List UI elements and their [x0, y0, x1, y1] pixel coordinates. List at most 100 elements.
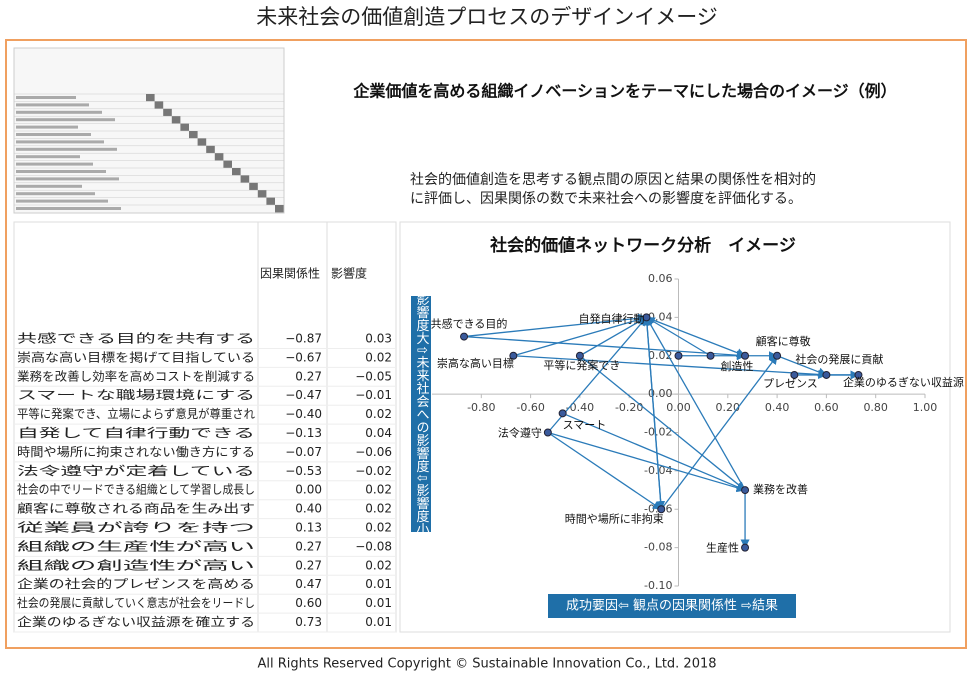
point — [642, 313, 651, 322]
row-name: スマートな職場環境にする — [17, 387, 255, 402]
row-influence: 0.04 — [365, 426, 392, 440]
y-axis-label: 影響度大⇧未来社会への影響度⇩影響度小 — [414, 293, 430, 537]
row-name: 法令遵守が定着している — [17, 463, 255, 478]
thumb-text — [16, 110, 102, 114]
point — [854, 370, 863, 379]
row-causal: 0.60 — [295, 596, 322, 610]
row-name: 組織の創造性が高い — [17, 557, 255, 572]
slide-title: 未来社会の価値創造プロセスのデザインイメージ — [256, 5, 718, 29]
thumb-diag — [180, 123, 189, 131]
network-arrow — [513, 355, 828, 379]
row-causal: −0.13 — [285, 426, 322, 440]
point — [790, 370, 799, 379]
row-influence: −0.08 — [355, 539, 392, 553]
row-influence: 0.02 — [365, 521, 392, 535]
matrix-thumbnail — [13, 47, 285, 214]
network-arrow — [646, 316, 746, 358]
thumb-text — [16, 155, 80, 159]
thumb-diag — [249, 182, 258, 191]
thumb-text — [16, 96, 76, 99]
thumb-text — [16, 199, 108, 203]
y-tick-label: -0.10 — [644, 579, 672, 592]
network-arrow — [645, 316, 711, 357]
network-arrow — [660, 355, 778, 510]
x-tick-label: 0.20 — [716, 401, 741, 414]
x-tick-label: -0.20 — [615, 401, 643, 414]
row-causal: −0.47 — [285, 388, 322, 402]
thumb-text — [16, 162, 93, 166]
point-label: 顧客に尊敬 — [756, 334, 811, 348]
row-name: 平等に発案でき、立場によらず意見が尊重され — [17, 406, 255, 421]
thumb-text — [16, 177, 119, 181]
thumb-text — [16, 170, 106, 173]
point — [674, 351, 683, 360]
point-label: 生産性 — [706, 541, 739, 555]
y-tick-label: 0.00 — [648, 387, 673, 400]
thumb-text — [16, 184, 82, 188]
point — [575, 351, 584, 360]
row-name: 企業のゆるぎない収益源を確立する — [17, 614, 255, 629]
row-causal: 0.47 — [295, 577, 322, 591]
x-tick-label: 0.80 — [863, 401, 888, 414]
network-arrow — [776, 355, 828, 377]
point — [741, 543, 750, 552]
row-name: 社会の中でリードできる組織として学習し成長し — [17, 482, 255, 497]
thumb-diag — [232, 168, 241, 176]
x-tick-label: 0.00 — [666, 401, 691, 414]
point-label: プレゼンス — [763, 377, 818, 390]
row-influence: 0.02 — [365, 502, 392, 516]
row-name: 自発して自律行動できる — [17, 426, 255, 440]
thumb-text — [16, 125, 78, 129]
row-influence: −0.02 — [355, 464, 392, 478]
point-label: 平等に発案でき — [543, 358, 620, 372]
thumb-text — [16, 103, 89, 107]
network-arrow — [579, 316, 648, 357]
point-label: 自発自律行動 — [578, 311, 644, 325]
thumb-diag — [214, 153, 224, 161]
thumb-text — [16, 118, 115, 122]
point — [741, 351, 750, 360]
row-causal: 0.40 — [295, 502, 322, 516]
heading: 企業価値を高める組織イノベーションをテーマにした場合のイメージ（例） — [352, 82, 896, 101]
network-arrow — [579, 355, 746, 491]
network-arrow — [464, 335, 746, 360]
row-name: 組織の生産性が高い — [17, 538, 255, 553]
row-name: 崇高な高い目標を掲げて目指している — [17, 349, 255, 364]
point-label: 法令遵守 — [498, 426, 542, 440]
row-causal: −0.07 — [285, 445, 322, 459]
point-label: 崇高な高い目標 — [437, 356, 514, 370]
network-arrow — [547, 431, 746, 493]
thumb-diag — [206, 145, 215, 154]
y-label-box — [411, 296, 431, 532]
row-causal: 0.27 — [295, 558, 322, 572]
row-causal: −0.53 — [285, 464, 322, 478]
row-causal: −0.67 — [285, 350, 322, 364]
row-influence: −0.01 — [355, 388, 392, 402]
point — [558, 409, 567, 418]
x-tick-label: 0.40 — [765, 401, 790, 414]
point — [543, 428, 552, 437]
row-influence: 0.02 — [365, 558, 392, 572]
x-tick-label: 0.60 — [814, 401, 839, 414]
thumb-diag — [223, 160, 232, 168]
y-tick-label: 0.06 — [648, 272, 673, 285]
x-tick-label: -0.60 — [516, 401, 544, 414]
thumb-diag — [266, 197, 275, 205]
row-causal: 0.27 — [295, 539, 322, 553]
description: に評価し、因果関係の数で未来社会への影響度を評価化する。 — [410, 190, 802, 207]
point — [773, 351, 782, 360]
thumb-diag — [146, 94, 155, 102]
point — [822, 370, 831, 379]
chart-panel — [399, 221, 951, 633]
point — [741, 486, 750, 495]
row-name: 企業の社会的プレゼンスを高める — [17, 576, 255, 591]
row-influence: 0.03 — [365, 332, 392, 346]
y-tick-label: -0.02 — [644, 426, 672, 439]
network-arrow — [645, 317, 666, 511]
thumb-text — [16, 140, 104, 144]
copyright: All Rights Reserved Copyright © Sustaina… — [257, 657, 716, 672]
point — [509, 351, 518, 360]
chart-title: 社会的価値ネットワーク分析 イメージ — [489, 235, 796, 256]
thumb-text — [16, 207, 121, 210]
